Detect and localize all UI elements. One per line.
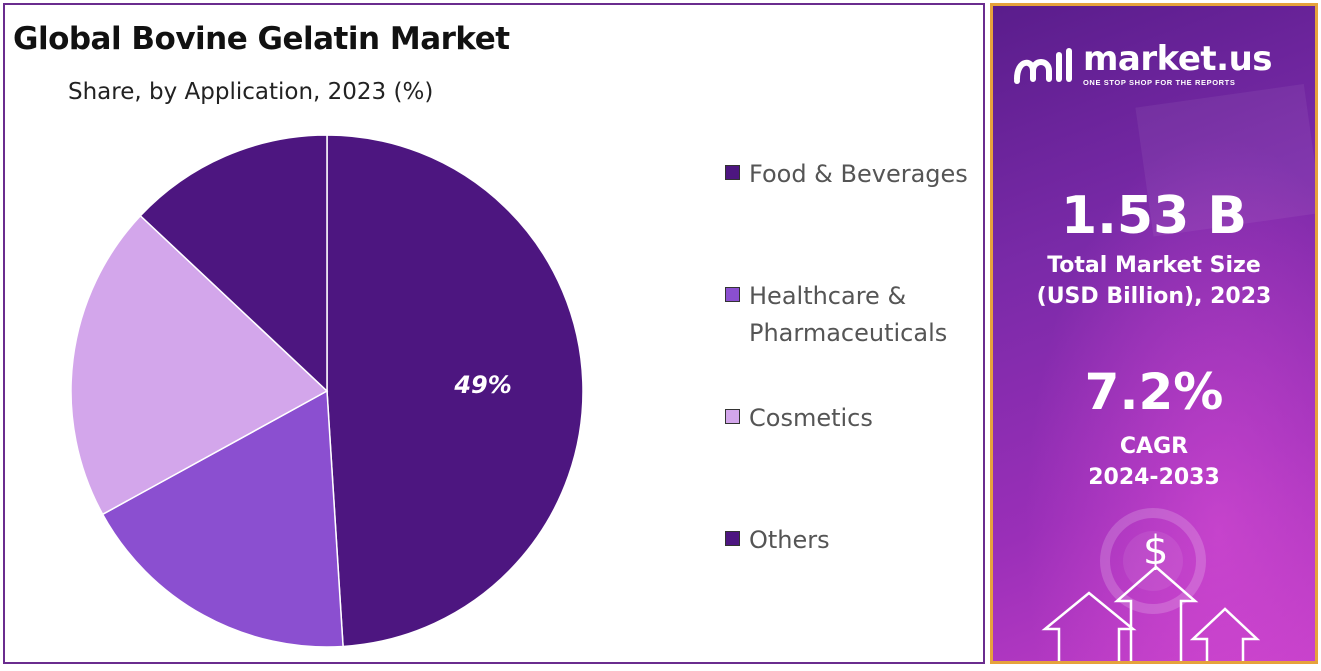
legend-item-healthcare-pharmaceuticals: Healthcare & Pharmaceuticals [725, 278, 979, 352]
legend-swatch [725, 287, 740, 302]
pie-data-label: 49% [453, 371, 511, 399]
legend-swatch [725, 165, 740, 180]
pie-slice-others [139, 134, 328, 393]
pie-slice-food-beverages [326, 134, 584, 648]
chart-panel: Global Bovine Gelatin Market Share, by A… [3, 3, 985, 664]
chart-subtitle: Share, by Application, 2023 (%) [68, 79, 434, 105]
brand-tagline: ONE STOP SHOP FOR THE REPORTS [1083, 78, 1236, 87]
stats-sidebar: market.us ONE STOP SHOP FOR THE REPORTS … [990, 3, 1318, 664]
brand-name: market.us [1083, 39, 1273, 79]
legend-label: Healthcare & Pharmaceuticals [749, 282, 948, 347]
legend-label: Cosmetics [749, 404, 873, 432]
legend-item-cosmetics: Cosmetics [725, 400, 979, 437]
legend-item-food-beverages: Food & Beverages [725, 156, 979, 193]
growth-arrows-icon [1041, 565, 1261, 661]
cagr-value: 7.2% [1084, 363, 1224, 421]
pie-slice-healthcare-pharmaceuticals [101, 389, 344, 648]
pie-chart: 49% [70, 134, 584, 648]
legend-swatch [725, 531, 740, 546]
legend-swatch [725, 409, 740, 424]
chart-legend: Food & Beverages Healthcare & Pharmaceut… [725, 5, 985, 666]
legend-label: Food & Beverages [749, 160, 968, 188]
market-us-logo-icon [1014, 47, 1072, 84]
market-size-value: 1.53 B [1060, 186, 1248, 246]
background-decoration [993, 6, 1315, 661]
market-size-label-line2: (USD Billion), 2023 [1036, 284, 1272, 309]
legend-label: Others [749, 526, 830, 554]
cagr-period: 2024-2033 [1088, 465, 1220, 490]
brand-logo: market.us ONE STOP SHOP FOR THE REPORTS [1013, 39, 1273, 87]
legend-item-others: Others [725, 522, 979, 559]
cagr-label: CAGR [1119, 434, 1189, 459]
pie-slice-cosmetics [70, 214, 329, 516]
chart-title: Global Bovine Gelatin Market [13, 21, 510, 57]
market-size-label-line1: Total Market Size [1047, 253, 1261, 278]
